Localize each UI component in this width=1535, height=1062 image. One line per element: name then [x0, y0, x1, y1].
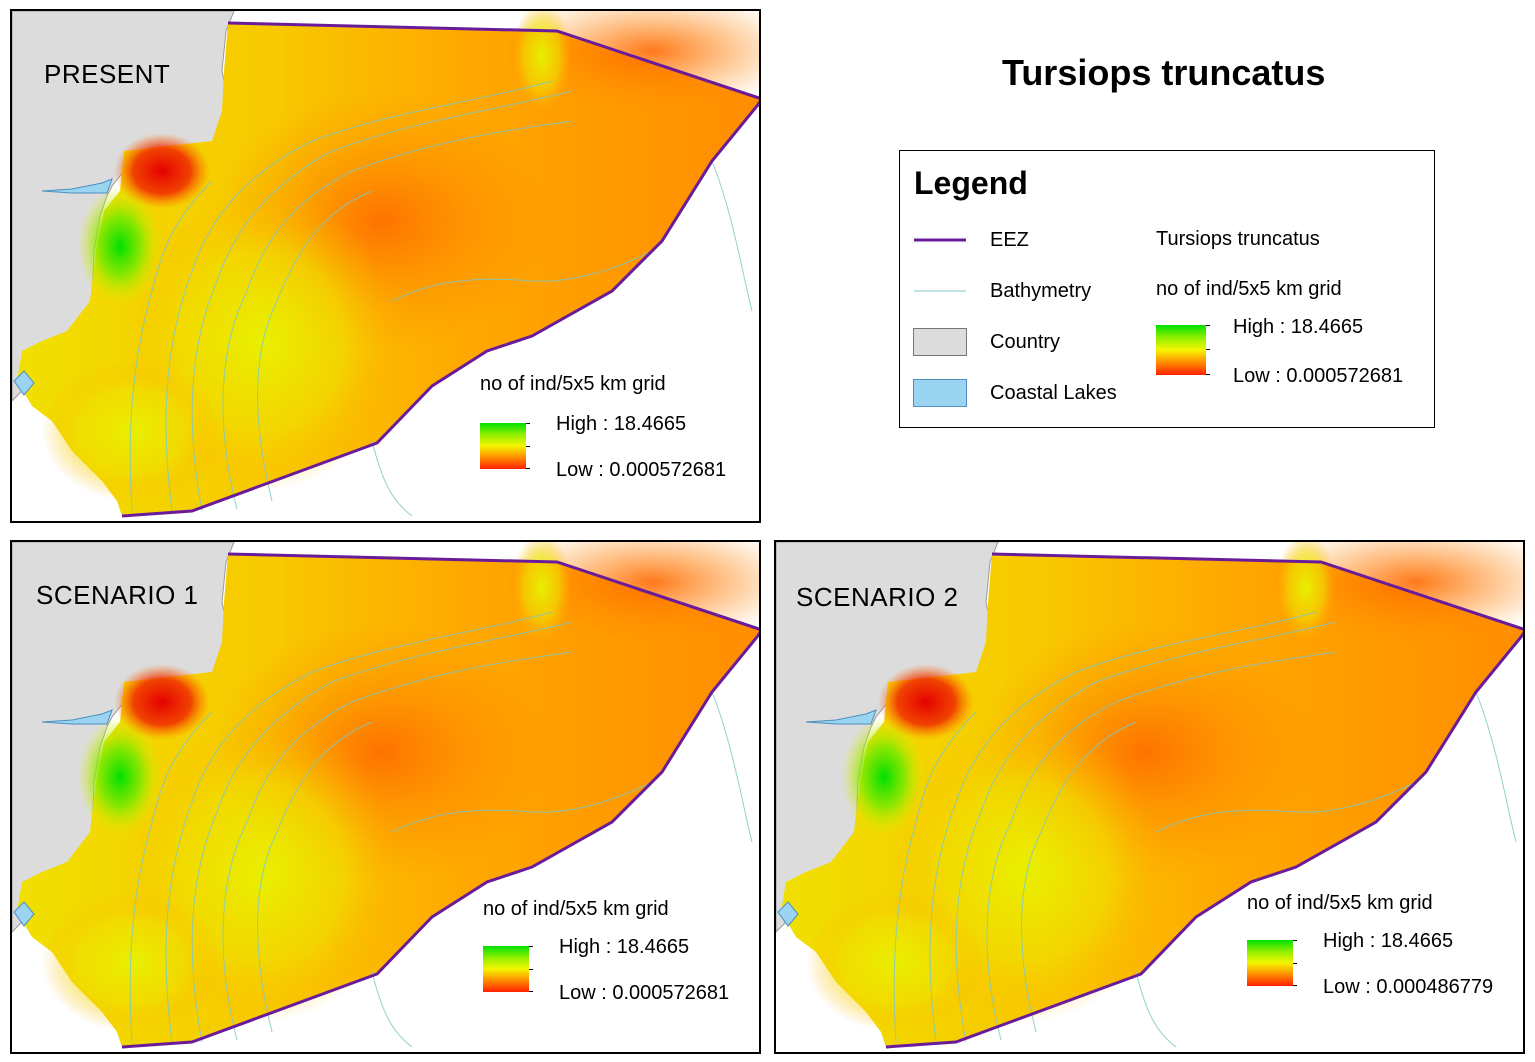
legend-low: Low : 0.000572681 [556, 459, 727, 481]
page-title: Tursiops truncatus [1002, 52, 1326, 93]
map-panel-scenario-2: SCENARIO 2 no of ind/5x5 km grid High : … [774, 540, 1525, 1054]
legend-field-title: no of ind/5x5 km grid [1247, 892, 1433, 914]
legend-field-title: no of ind/5x5 km grid [480, 373, 666, 395]
main-legend: Legend EEZ Bathymetry Country Coastal La… [899, 150, 1435, 428]
panel-label: PRESENT [44, 59, 171, 89]
country-symbol [913, 328, 967, 356]
map-panel-scenario-1: SCENARIO 1 no of ind/5x5 km grid High : … [10, 540, 761, 1054]
bathymetry-symbol [914, 290, 966, 292]
legend-high: High : 18.4665 [1323, 930, 1454, 952]
legend-high: High : 18.4665 [559, 936, 690, 958]
legend-high: High : 18.4665 [556, 413, 687, 435]
legend-layer-name: Tursiops truncatus [1156, 228, 1320, 250]
legend-title: Legend [914, 165, 1028, 201]
legend-field-title: no of ind/5x5 km grid [483, 898, 669, 920]
coastal-lakes-symbol [913, 379, 967, 407]
color-ramp [1247, 940, 1293, 986]
legend-item-eez: EEZ [990, 229, 1029, 251]
legend-low: Low : 0.000486779 [1323, 976, 1494, 998]
legend-item-country: Country [990, 331, 1061, 353]
legend-field: no of ind/5x5 km grid [1156, 278, 1342, 300]
color-ramp [483, 946, 529, 992]
legend-item-coastal-lakes: Coastal Lakes [990, 382, 1117, 404]
density-map [12, 542, 761, 1054]
legend-low: Low : 0.000572681 [1233, 365, 1404, 387]
color-ramp [1156, 325, 1206, 375]
eez-symbol [914, 238, 966, 242]
legend-high: High : 18.4665 [1233, 316, 1364, 338]
color-ramp [480, 423, 526, 469]
legend-low: Low : 0.000572681 [559, 982, 730, 1004]
panel-label: SCENARIO 2 [796, 582, 959, 612]
legend-item-bathymetry: Bathymetry [990, 280, 1092, 302]
map-panel-present: PRESENT no of ind/5x5 km grid High : 18.… [10, 9, 761, 523]
panel-label: SCENARIO 1 [36, 580, 199, 610]
